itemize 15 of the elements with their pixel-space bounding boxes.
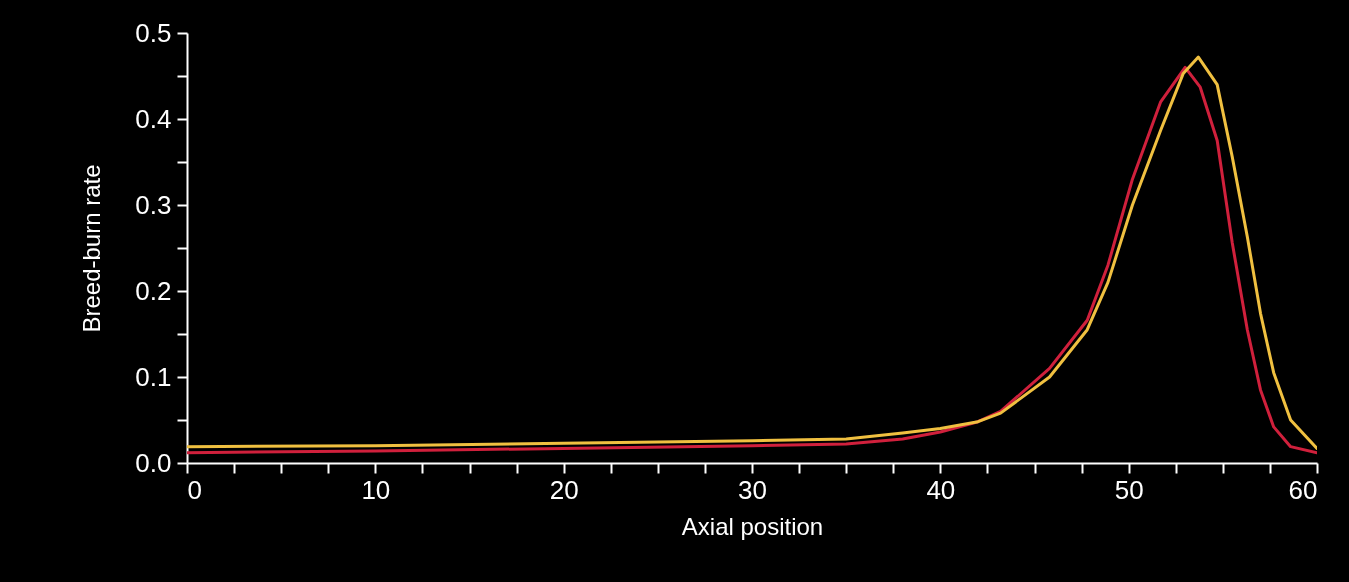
y-tick-label: 0.4 — [135, 103, 172, 134]
x-tick-label: 60 — [1288, 474, 1318, 505]
x-tick-label: 20 — [549, 474, 579, 505]
y-axis-title: Breed-burn rate — [78, 164, 106, 333]
x-tick-label: 30 — [738, 474, 767, 505]
x-tick-label: 40 — [926, 474, 956, 505]
x-tick-label: 50 — [1114, 474, 1144, 505]
x-axis-title: Axial position — [681, 512, 824, 540]
y-tick-label: 0.3 — [135, 189, 172, 220]
y-tick-label: 0.1 — [135, 361, 172, 392]
y-tick-label: 0.2 — [135, 275, 172, 306]
x-tick-label: 0 — [187, 474, 202, 505]
y-tick-label: 0.5 — [135, 17, 172, 48]
x-tick-label: 10 — [361, 474, 391, 505]
y-tick-label: 0.0 — [135, 447, 172, 478]
